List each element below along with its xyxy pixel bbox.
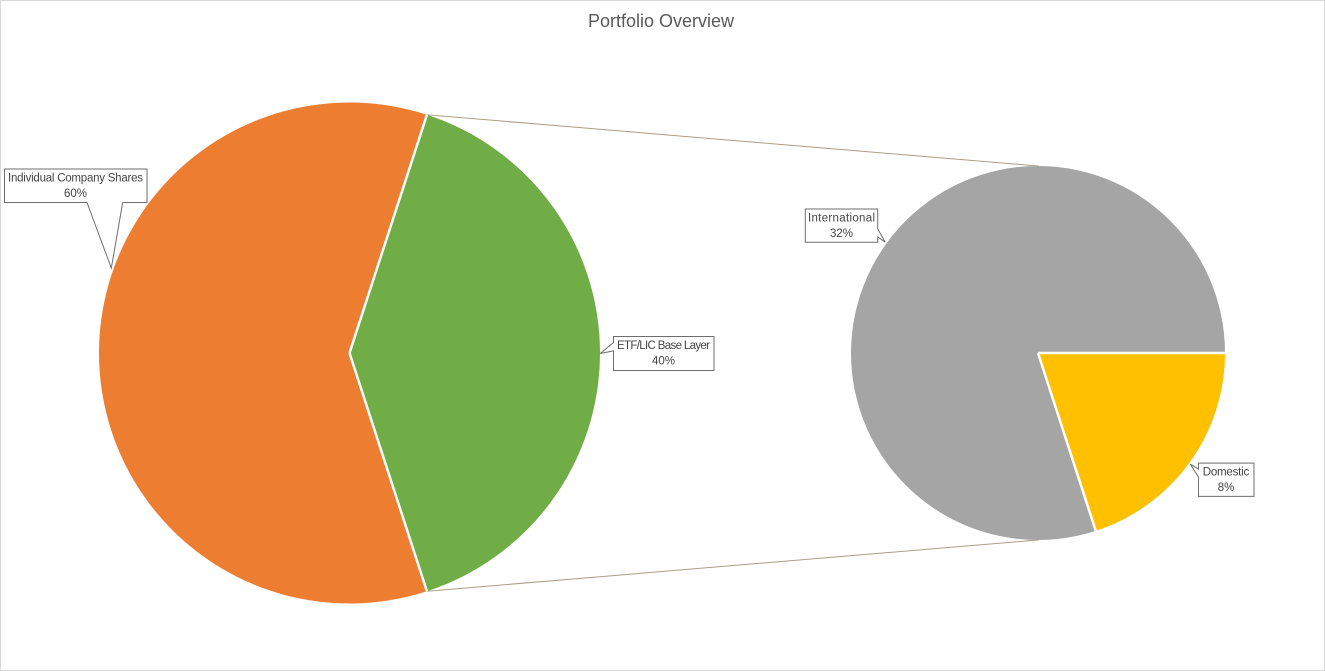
svg-text:ETF/LIC Base Layer: ETF/LIC Base Layer	[617, 340, 710, 352]
svg-text:60%: 60%	[64, 188, 87, 200]
svg-text:40%: 40%	[652, 356, 675, 368]
svg-text:32%: 32%	[830, 228, 853, 240]
svg-text:8%: 8%	[1218, 482, 1235, 494]
svg-text:Domestic: Domestic	[1203, 467, 1250, 479]
svg-text:Portfolio Overview: Portfolio Overview	[588, 11, 735, 31]
svg-text:International: International	[808, 213, 875, 225]
svg-text:Individual Company Shares: Individual Company Shares	[8, 173, 143, 185]
